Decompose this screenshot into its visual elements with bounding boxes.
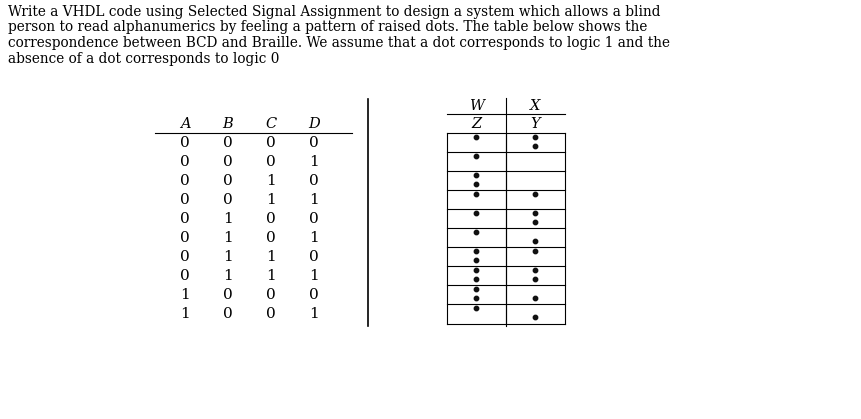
Circle shape [533, 249, 538, 253]
Text: 1: 1 [309, 231, 319, 245]
Circle shape [533, 220, 538, 225]
Text: 0: 0 [309, 250, 319, 264]
Circle shape [474, 268, 479, 273]
Circle shape [474, 296, 479, 301]
Text: 1: 1 [266, 250, 276, 264]
Circle shape [474, 306, 479, 311]
Text: 0: 0 [266, 136, 276, 150]
Text: 1: 1 [223, 212, 232, 226]
Text: 0: 0 [223, 155, 232, 169]
Text: 0: 0 [180, 212, 190, 226]
Text: 1: 1 [309, 193, 319, 207]
Text: absence of a dot corresponds to logic 0: absence of a dot corresponds to logic 0 [8, 52, 279, 65]
Circle shape [533, 211, 538, 216]
Text: 0: 0 [180, 269, 190, 283]
Text: 0: 0 [180, 155, 190, 169]
Text: 1: 1 [266, 269, 276, 283]
Text: 1: 1 [180, 288, 190, 302]
Text: 1: 1 [309, 307, 319, 321]
Text: 0: 0 [223, 136, 232, 150]
Text: 0: 0 [266, 212, 276, 226]
Text: 1: 1 [309, 155, 319, 169]
Circle shape [474, 154, 479, 159]
Circle shape [533, 268, 538, 273]
Circle shape [474, 135, 479, 140]
Text: 0: 0 [180, 193, 190, 207]
Text: 0: 0 [180, 174, 190, 188]
Text: 0: 0 [180, 250, 190, 264]
Circle shape [533, 192, 538, 197]
Text: 0: 0 [180, 136, 190, 150]
Text: X: X [530, 99, 541, 113]
Text: 0: 0 [309, 288, 319, 302]
Text: 1: 1 [223, 250, 232, 264]
Text: 1: 1 [223, 269, 232, 283]
Text: 0: 0 [266, 307, 276, 321]
Text: correspondence between BCD and Braille. We assume that a dot corresponds to logi: correspondence between BCD and Braille. … [8, 36, 670, 50]
Circle shape [474, 173, 479, 178]
Text: Y: Y [530, 117, 541, 131]
Text: 0: 0 [223, 307, 232, 321]
Text: 0: 0 [309, 212, 319, 226]
Circle shape [474, 258, 479, 263]
Text: 1: 1 [180, 307, 190, 321]
Circle shape [533, 239, 538, 244]
Text: 0: 0 [309, 136, 319, 150]
Circle shape [474, 287, 479, 292]
Circle shape [533, 277, 538, 282]
Text: 0: 0 [223, 193, 232, 207]
Text: 0: 0 [266, 231, 276, 245]
Text: A: A [180, 117, 190, 131]
Text: C: C [265, 117, 276, 131]
Text: 1: 1 [309, 269, 319, 283]
Text: 0: 0 [223, 174, 232, 188]
Text: Write a VHDL code using Selected Signal Assignment to design a system which allo: Write a VHDL code using Selected Signal … [8, 5, 660, 19]
Text: D: D [308, 117, 320, 131]
Circle shape [474, 249, 479, 253]
Text: 1: 1 [266, 193, 276, 207]
Text: 0: 0 [309, 174, 319, 188]
Circle shape [474, 182, 479, 187]
Circle shape [533, 135, 538, 140]
Text: 0: 0 [266, 155, 276, 169]
Circle shape [474, 211, 479, 216]
Circle shape [533, 144, 538, 149]
Circle shape [474, 230, 479, 235]
Circle shape [474, 277, 479, 282]
Text: person to read alphanumerics by feeling a pattern of raised dots. The table belo: person to read alphanumerics by feeling … [8, 21, 647, 34]
Text: 0: 0 [266, 288, 276, 302]
Circle shape [533, 296, 538, 301]
Circle shape [533, 316, 538, 320]
Circle shape [474, 192, 479, 197]
Text: Z: Z [472, 117, 481, 131]
Text: 1: 1 [223, 231, 232, 245]
Text: B: B [223, 117, 233, 131]
Text: W: W [469, 99, 484, 113]
Text: 1: 1 [266, 174, 276, 188]
Text: 0: 0 [180, 231, 190, 245]
Text: 0: 0 [223, 288, 232, 302]
